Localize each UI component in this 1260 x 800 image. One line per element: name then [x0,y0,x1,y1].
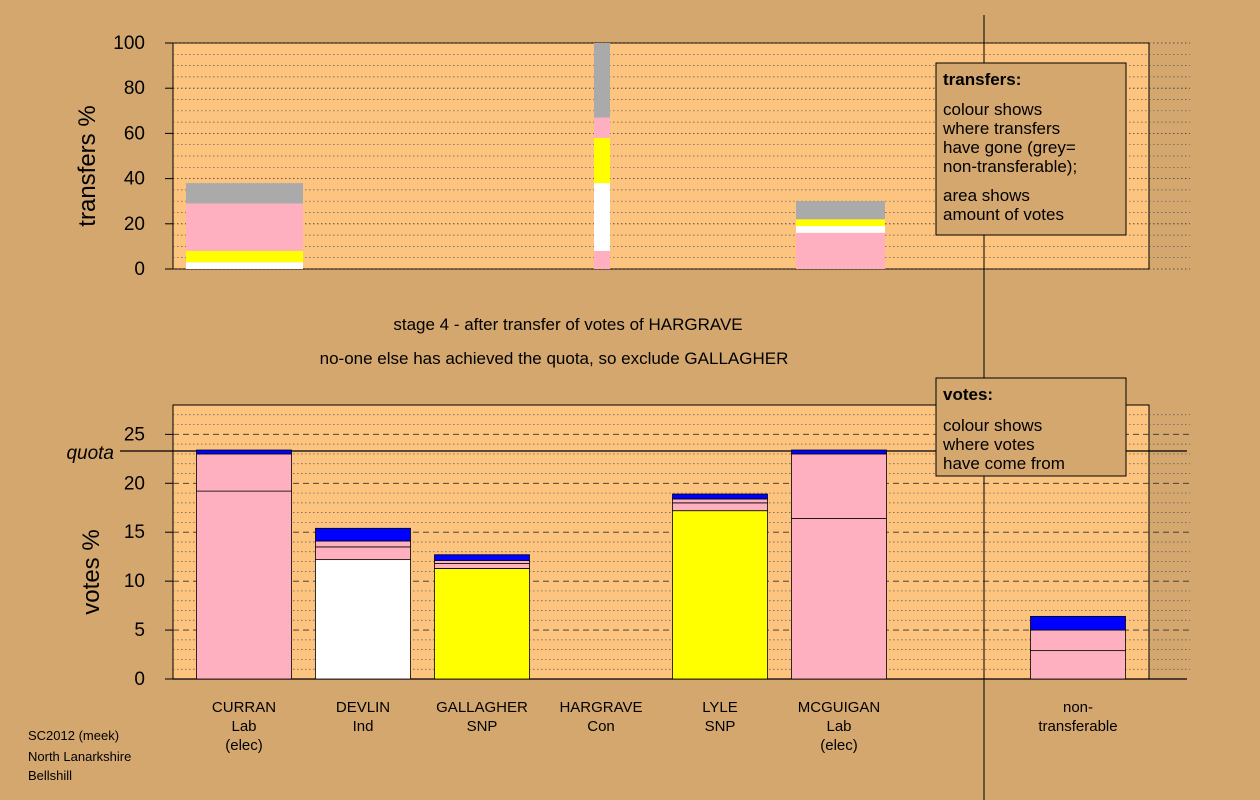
vote-segment [791,453,887,519]
stage-message: stage 4 - after transfer of votes of HAR… [393,315,742,334]
candidate-name: MCGUIGAN [798,699,881,716]
candidate-name: HARGRAVE [559,699,642,716]
y-tick-label: 25 [124,424,145,445]
transfers-legend-title: transfers: [943,70,1021,89]
candidate-party: Lab [826,718,851,735]
candidate-party: Ind [353,718,374,735]
vote-segment [315,546,411,561]
transfers-legend-line: colour shows [943,100,1042,119]
vote-segment [315,540,411,548]
vote-segment [672,510,768,680]
y-tick-label: 0 [134,259,145,280]
transfer-segment [186,203,303,251]
vote-segment [672,493,768,500]
votes-legend-line: colour shows [943,416,1042,435]
transfer-segment [594,43,610,118]
vote-segment [196,453,292,492]
vote-segment [434,554,530,561]
candidate-party: Lab [231,718,256,735]
y-tick-label: 0 [134,669,145,690]
y-tick-label: 40 [124,169,145,190]
candidate-status: (elec) [225,737,263,754]
y-tick-label: 20 [124,473,145,494]
vote-segment [1030,615,1126,631]
transfer-segment [186,183,303,204]
vote-segment [434,568,530,680]
candidate-party: SNP [705,718,736,735]
transfers-legend-line: amount of votes [943,205,1064,224]
candidate-name: LYLE [702,699,738,716]
candidate-party: SNP [467,718,498,735]
y-tick-label: 20 [124,214,145,235]
vote-segment [791,518,887,680]
vote-segment [196,449,292,455]
footer-election: SC2012 (meek) [28,728,119,743]
y-tick-label: 80 [124,78,145,99]
y-tick-label: 10 [124,571,145,592]
vote-segment [1030,629,1126,652]
vote-segment [672,498,768,504]
transfer-segment [594,183,610,251]
votes-legend-title: votes: [943,385,993,404]
candidate-name: DEVLIN [336,699,390,716]
y-tick-label: 60 [124,123,145,144]
footer-council: North Lanarkshire [28,749,131,764]
transfers-legend-line: where transfers [942,119,1060,138]
quota-label: quota [66,443,114,464]
vote-segment [196,490,292,680]
candidate-party: Con [587,718,615,735]
transfers-legend-line: non-transferable); [943,157,1077,176]
y-tick-label: 5 [134,620,145,641]
candidate-name: GALLAGHER [436,699,528,716]
transfer-segment [594,117,610,138]
transfers-legend-line: have gone (grey= [943,138,1076,157]
transfer-segment [796,226,885,233]
votes-legend: votes: colour shows where votes have com… [935,377,1127,477]
candidate-status: (elec) [820,737,858,754]
votes-chart: 0 5 10 15 20 25 votes % quota CURRAN Lab (elec) DEV… [66,404,1190,754]
vote-segment [315,527,411,542]
vote-segment [672,502,768,512]
transfers-legend-line: area shows [943,186,1030,205]
votes-legend-line: where votes [942,435,1035,454]
transfer-segment [186,262,303,269]
y-tick-label: 15 [124,522,145,543]
transfer-segment [796,201,885,220]
transfer-segment [594,137,610,184]
vote-segment [315,559,411,680]
exclusion-message: no-one else has achieved the quota, so e… [320,349,789,368]
vote-segment [434,560,530,564]
nontransferable-label: non- [1063,699,1093,716]
vote-segment [434,563,530,569]
y-axis-label: transfers % [74,105,101,226]
transfers-legend: transfers: colour shows where transfers … [935,62,1127,236]
transfer-segment [796,232,885,269]
y-tick-label: 100 [113,33,145,54]
nontransferable-label: transferable [1038,718,1117,735]
footer-ward: Bellshill [28,768,72,783]
vote-segment [1030,650,1126,680]
transfer-segment [796,219,885,227]
votes-legend-box [935,377,1127,477]
candidate-name: CURRAN [212,699,276,716]
y-axis-label: votes % [78,529,105,614]
transfers-legend-box [935,62,1127,236]
vote-segment [791,449,887,455]
votes-legend-line: have come from [943,454,1065,473]
transfer-segment [186,250,303,263]
transfer-segment [594,250,610,269]
